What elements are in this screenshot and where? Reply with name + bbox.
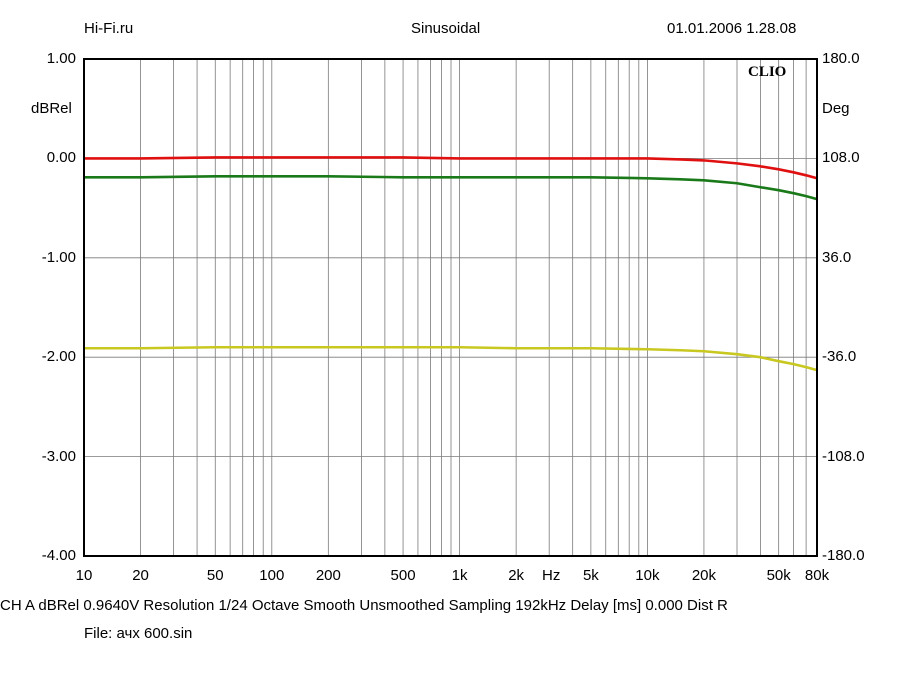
y-tick-label: -1.00 [41, 248, 76, 266]
header-timestamp: 01.01.2006 1.28.08 [667, 20, 797, 37]
x-tick-label: 20 [132, 567, 149, 584]
y-axis-unit-left: dBRel [31, 100, 72, 117]
y2-tick-label: 108.0 [822, 149, 860, 167]
y-tick-label: -2.00 [41, 348, 76, 366]
y2-tick-label: -180.0 [822, 547, 865, 564]
x-tick-label: 200 [315, 567, 341, 584]
x-tick-label: 20k [691, 567, 717, 584]
plot-frame [83, 58, 818, 557]
x-tick-label: 1k [451, 567, 468, 584]
series-line-3 [84, 345, 818, 372]
measurement-settings: CH A dBRel 0.9640V Resolution 1/24 Octav… [0, 597, 728, 614]
y-tick-label: -3.00 [41, 447, 76, 465]
y2-tick-label: 36.0 [822, 248, 852, 266]
header-left: Hi-Fi.ru [84, 20, 134, 37]
file-name: File: ачх 600.sin [84, 625, 193, 642]
y-tick-label: -4.00 [41, 547, 76, 564]
x-axis-unit: Hz [542, 567, 561, 584]
y2-tick-label: -36.0 [822, 348, 857, 366]
x-tick-label: 500 [390, 567, 416, 584]
x-tick-label: 50 [206, 567, 224, 584]
x-tick-label: 50k [766, 567, 791, 584]
x-tick-label: 5k [582, 567, 599, 584]
y-tick-label: 1.00 [46, 50, 76, 67]
x-tick-label: 100 [259, 567, 285, 584]
y-axis-unit-right: Deg [822, 100, 850, 117]
x-tick-label: 80k [804, 567, 830, 584]
x-tick-label: 2k [508, 567, 525, 584]
clio-logo: CLIO [748, 64, 787, 80]
y2-tick-label: 180.0 [822, 50, 860, 67]
header-title: Sinusoidal [411, 20, 481, 37]
series-line-1 [84, 156, 818, 180]
x-tick-label: 10k [635, 567, 660, 584]
y2-tick-label: -108.0 [822, 447, 865, 465]
x-tick-label: 10 [75, 567, 93, 584]
y-tick-label: 0.00 [46, 149, 76, 167]
series-line-2 [84, 174, 818, 201]
